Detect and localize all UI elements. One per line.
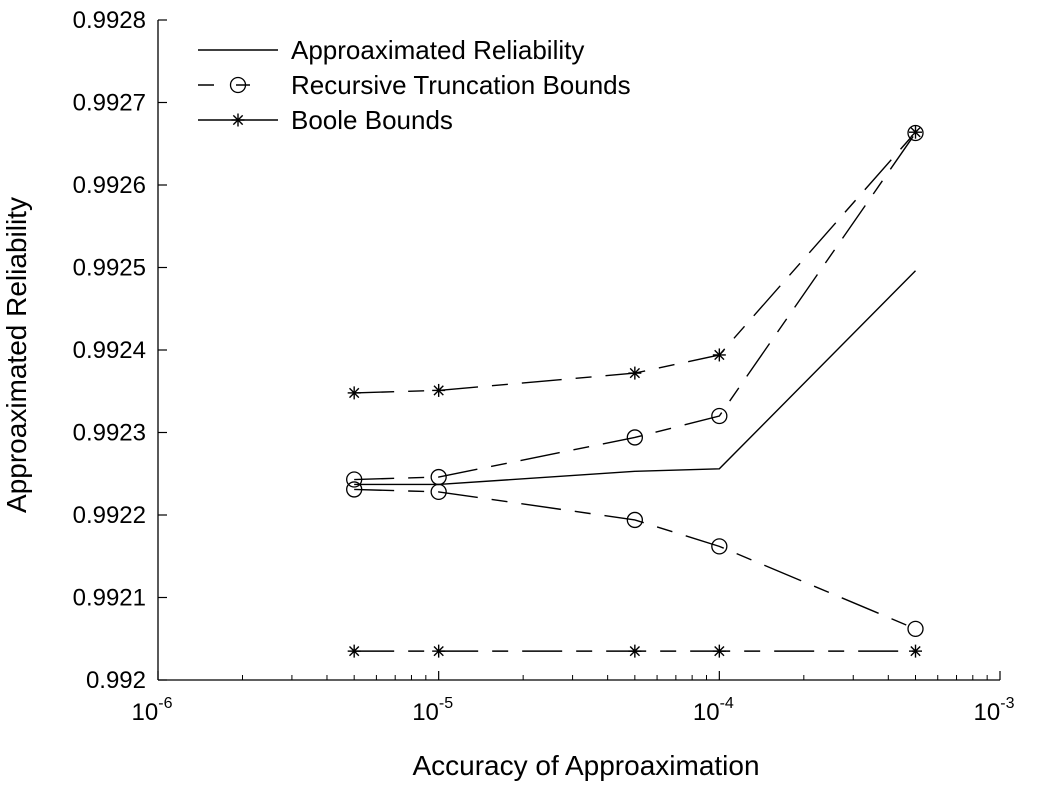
circle-marker	[711, 538, 728, 555]
y-tick-label: 0.9922	[73, 502, 146, 529]
x-axis-ticks: 10-6 10-5 10-4 10-3	[132, 671, 1015, 726]
y-tick-label: 0.9923	[73, 420, 146, 447]
circle-marker	[626, 511, 643, 529]
legend-label: Approaximated Reliability	[291, 35, 584, 65]
y-tick-label: 0.9926	[73, 172, 146, 199]
circle-marker	[626, 429, 643, 446]
circle-marker	[907, 124, 924, 142]
star-marker-stroke	[629, 367, 641, 379]
star-marker	[231, 113, 245, 127]
star-marker-stroke	[232, 114, 244, 126]
star-marker	[432, 383, 446, 397]
x-tick-base: 10	[412, 699, 439, 726]
x-axis-title: Accuracy of Approaximation	[412, 750, 759, 781]
circle-marker	[711, 407, 728, 425]
star-marker-stroke	[629, 645, 641, 657]
circle-marker	[907, 620, 924, 637]
circle-marker	[229, 76, 247, 94]
star-marker-stroke	[714, 645, 725, 657]
legend-label: Boole Bounds	[291, 105, 453, 135]
star-marker-stroke	[433, 645, 444, 657]
star-marker	[347, 386, 361, 400]
x-tick-label: 10-5	[412, 695, 453, 726]
x-tick-label: 10-4	[693, 695, 734, 726]
star-marker-stroke	[349, 387, 360, 399]
legend-item: Recursive Truncation Bounds	[198, 70, 631, 100]
x-tick-exponent: -4	[720, 695, 734, 712]
y-axis-title: Approaximated Reliability	[1, 197, 32, 513]
star-marker	[909, 125, 923, 139]
x-tick-exponent: -3	[1000, 695, 1014, 712]
legend: Approaximated Reliability Recursive Trunc…	[198, 35, 631, 135]
legend-item: Boole Bounds	[198, 105, 453, 135]
y-tick-label: 0.9921	[73, 585, 146, 612]
star-marker	[712, 644, 726, 658]
x-tick-base: 10	[132, 699, 159, 726]
star-marker	[628, 644, 642, 658]
star-marker	[909, 644, 923, 658]
star-marker-stroke	[714, 349, 725, 361]
y-tick-label: 0.9924	[73, 337, 146, 364]
x-tick-exponent: -5	[439, 695, 453, 712]
y-tick-label: 0.9925	[73, 255, 146, 282]
star-marker-stroke	[910, 645, 921, 657]
star-marker-stroke	[910, 127, 921, 138]
y-tick-label: 0.992	[86, 667, 146, 694]
series-line	[354, 132, 917, 481]
series-circle-upper	[346, 124, 924, 488]
x-tick-label: 10-6	[132, 695, 173, 726]
y-tick-label: 0.9927	[73, 90, 146, 117]
series-none-approx	[354, 270, 917, 486]
series-line	[354, 270, 917, 486]
circle-marker	[346, 481, 363, 498]
x-tick-base: 10	[693, 699, 720, 726]
series-star-upper	[347, 125, 923, 400]
star-marker	[712, 348, 726, 362]
x-tick-label: 10-3	[974, 695, 1015, 726]
legend-item: Approaximated Reliability	[198, 35, 584, 65]
star-marker-stroke	[433, 385, 444, 396]
series-line	[354, 488, 916, 630]
circle-marker	[430, 483, 447, 501]
star-marker	[432, 644, 446, 658]
x-tick-exponent: -6	[158, 695, 172, 712]
series-circle-lower	[346, 481, 924, 637]
circle-marker	[346, 471, 363, 488]
star-marker	[347, 644, 361, 658]
x-tick-base: 10	[974, 699, 1001, 726]
legend-label: Recursive Truncation Bounds	[291, 70, 631, 100]
star-marker-stroke	[349, 645, 360, 657]
series-layer	[346, 124, 924, 658]
series-star-lower	[347, 644, 923, 658]
y-tick-label: 0.9928	[73, 7, 146, 34]
y-axis-ticks: 0.992 0.9921 0.9922 0.9923 0.9924 0.9925 0.992…	[73, 7, 167, 694]
star-marker	[628, 366, 642, 380]
